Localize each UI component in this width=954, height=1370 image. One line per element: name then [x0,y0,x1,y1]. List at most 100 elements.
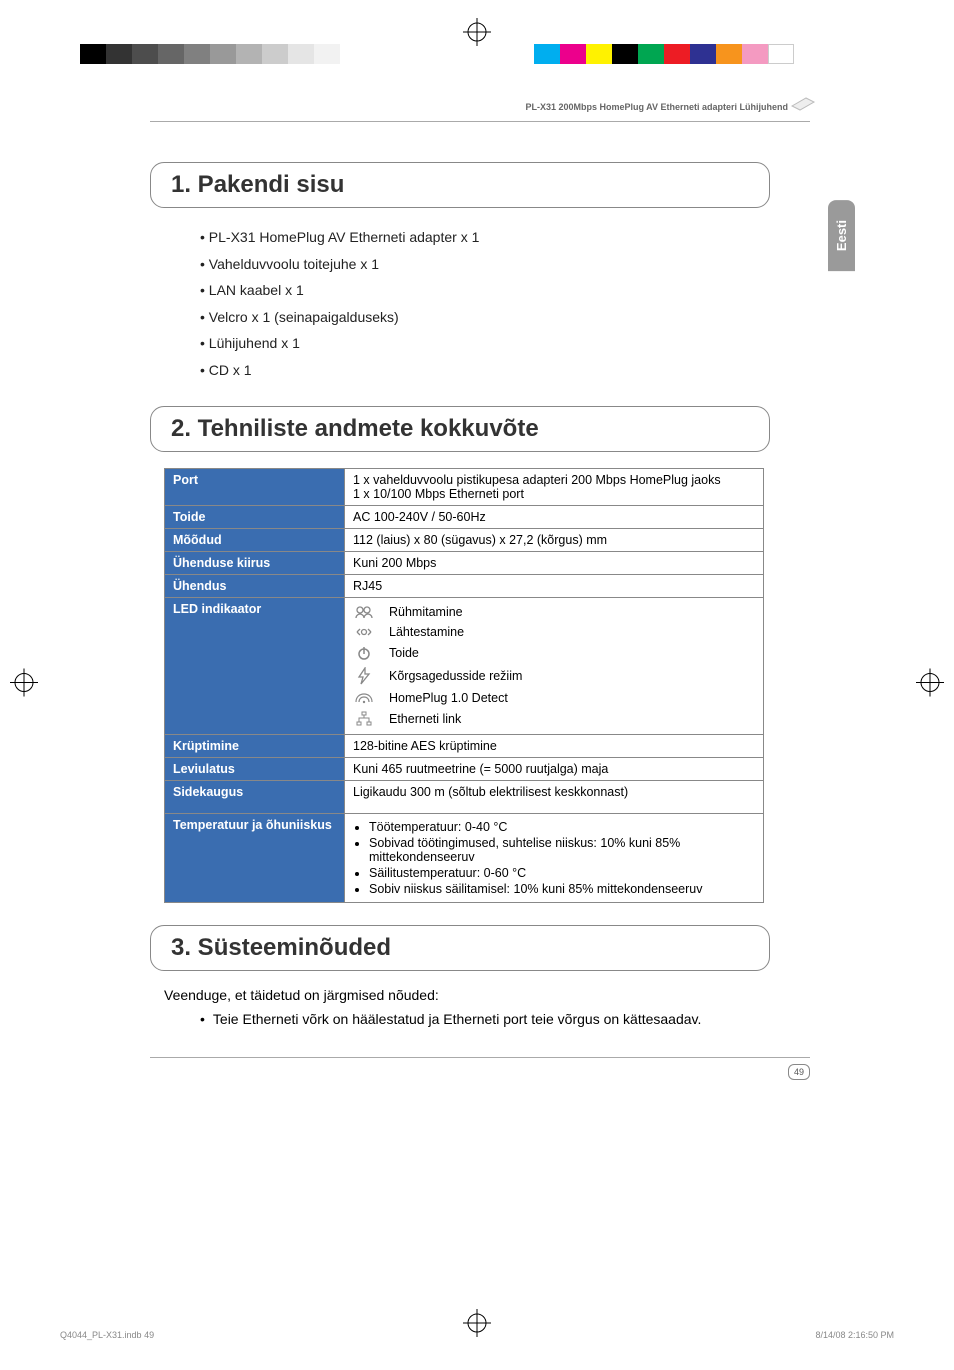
spec-value-line: 1 x vahelduvvoolu pistikupesa adapteri 2… [353,473,755,487]
printer-marks [0,18,954,52]
registration-mark-icon [463,1309,491,1342]
section-3-intro: Veenduge, et täidetud on järgmised nõude… [164,987,810,1003]
led-item: Etherneti link [353,708,755,730]
led-item: Kõrgsagedusside režiim [353,664,755,688]
list-item: LAN kaabel x 1 [200,277,760,304]
swatch [314,44,340,64]
swatch [560,44,586,64]
led-item: Rühmitamine [353,602,755,622]
spec-header: Sidekaugus [165,780,345,813]
swatch [132,44,158,64]
swatch [768,44,794,64]
section-3-title: 3. Süsteeminõuded [150,925,770,971]
swatch [664,44,690,64]
table-row: LeviulatusKuni 465 ruutmeetrine (= 5000 … [165,757,764,780]
spec-value: Ligikaudu 300 m (sõltub elektrilisest ke… [345,780,764,813]
led-item: Toide [353,642,755,664]
spec-header: Ühenduse kiirus [165,551,345,574]
swatch [106,44,132,64]
led-item: HomePlug 1.0 Detect [353,688,755,708]
system-requirements-list: •Teie Etherneti võrk on häälestatud ja E… [200,1011,810,1027]
led-indicator-list: Rühmitamine Lähtestamine Toide Kõrgsageduss… [345,597,764,734]
list-item: Vahelduvvoolu toitejuhe x 1 [200,251,760,278]
list-item: CD x 1 [200,357,760,384]
list-item: Sobivad töötingimused, suhtelise niiskus… [369,836,755,864]
section-2-title: 2. Tehniliste andmete kokkuvõte [150,406,770,452]
swatch [690,44,716,64]
spec-value-line: 1 x 10/100 Mbps Etherneti port [353,487,755,501]
list-item: Lühijuhend x 1 [200,330,760,357]
table-row: Krüptimine128-bitine AES krüptimine [165,734,764,757]
swatch [158,44,184,64]
spec-value: Töötemperatuur: 0-40 °CSobivad töötingim… [345,813,764,902]
led-label: HomePlug 1.0 Detect [389,691,508,705]
led-item: Lähtestamine [353,622,755,642]
table-row: SidekaugusLigikaudu 300 m (sõltub elektr… [165,780,764,813]
led-label: Toide [389,646,419,660]
color-swatches [534,44,794,64]
swatch [80,44,106,64]
spec-header: Temperatuur ja õhuniiskus [165,813,345,902]
table-row: ÜhendusRJ45 [165,574,764,597]
spec-value: AC 100-240V / 50-60Hz [345,505,764,528]
spec-header: Krüptimine [165,734,345,757]
table-row: LED indikaator Rühmitamine Lähtestamine To… [165,597,764,734]
bolt-icon [353,667,375,685]
spec-header: Mõõdud [165,528,345,551]
registration-mark-icon [10,669,38,702]
reset-icon [353,626,375,638]
list-item: Säilitustemperatuur: 0-60 °C [369,866,755,880]
table-row: ToideAC 100-240V / 50-60Hz [165,505,764,528]
print-slug-left: Q4044_PL-X31.indb 49 [60,1330,154,1340]
spec-header: LED indikaator [165,597,345,734]
list-item: Velcro x 1 (seinapaigalduseks) [200,304,760,331]
swatch [262,44,288,64]
swatch [586,44,612,64]
spec-header: Port [165,468,345,505]
swatch [236,44,262,64]
swatch [742,44,768,64]
spec-value: 112 (laius) x 80 (sügavus) x 27,2 (kõrgu… [345,528,764,551]
print-slug-right: 8/14/08 2:16:50 PM [815,1330,894,1340]
eth-icon [353,711,375,727]
spec-value: Kuni 465 ruutmeetrine (= 5000 ruutjalga)… [345,757,764,780]
registration-mark-icon [463,18,491,46]
led-label: Lähtestamine [389,625,464,639]
page-footer: 49 [150,1057,810,1081]
led-label: Etherneti link [389,712,461,726]
group-icon [353,605,375,619]
list-item: Sobiv niiskus säilitamisel: 10% kuni 85%… [369,882,755,896]
table-row: Mõõdud112 (laius) x 80 (sügavus) x 27,2 … [165,528,764,551]
led-label: Kõrgsagedusside režiim [389,669,522,683]
language-tab: Eesti [828,200,855,271]
spec-value: RJ45 [345,574,764,597]
spec-header: Ühendus [165,574,345,597]
swatch [184,44,210,64]
table-row: Temperatuur ja õhuniiskus Töötemperatuur… [165,813,764,902]
page-number: 49 [788,1064,810,1080]
swatch [210,44,236,64]
list-item: •Teie Etherneti võrk on häälestatud ja E… [200,1011,810,1027]
table-row: Ühenduse kiirusKuni 200 Mbps [165,551,764,574]
page-content: PL-X31 200Mbps HomePlug AV Etherneti ada… [150,100,810,1081]
spec-value: 1 x vahelduvvoolu pistikupesa adapteri 2… [345,468,764,505]
table-row: Port 1 x vahelduvvoolu pistikupesa adapt… [165,468,764,505]
spec-header: Leviulatus [165,757,345,780]
running-head-text: PL-X31 200Mbps HomePlug AV Etherneti ada… [525,102,788,112]
list-item-text: Teie Etherneti võrk on häälestatud ja Et… [213,1011,701,1027]
power-icon [353,645,375,661]
list-item: PL-X31 HomePlug AV Etherneti adapter x 1 [200,224,760,251]
spec-table: Port 1 x vahelduvvoolu pistikupesa adapt… [164,468,764,903]
swatch [638,44,664,64]
swatch [288,44,314,64]
device-icon [788,92,818,119]
running-head-bar: PL-X31 200Mbps HomePlug AV Etherneti ada… [150,100,810,122]
grayscale-swatches [80,44,340,64]
package-contents-list: PL-X31 HomePlug AV Etherneti adapter x 1… [200,224,760,384]
swatch [716,44,742,64]
spec-value: 128-bitine AES krüptimine [345,734,764,757]
section-1-title: 1. Pakendi sisu [150,162,770,208]
spec-header: Toide [165,505,345,528]
led-label: Rühmitamine [389,605,463,619]
swatch [534,44,560,64]
